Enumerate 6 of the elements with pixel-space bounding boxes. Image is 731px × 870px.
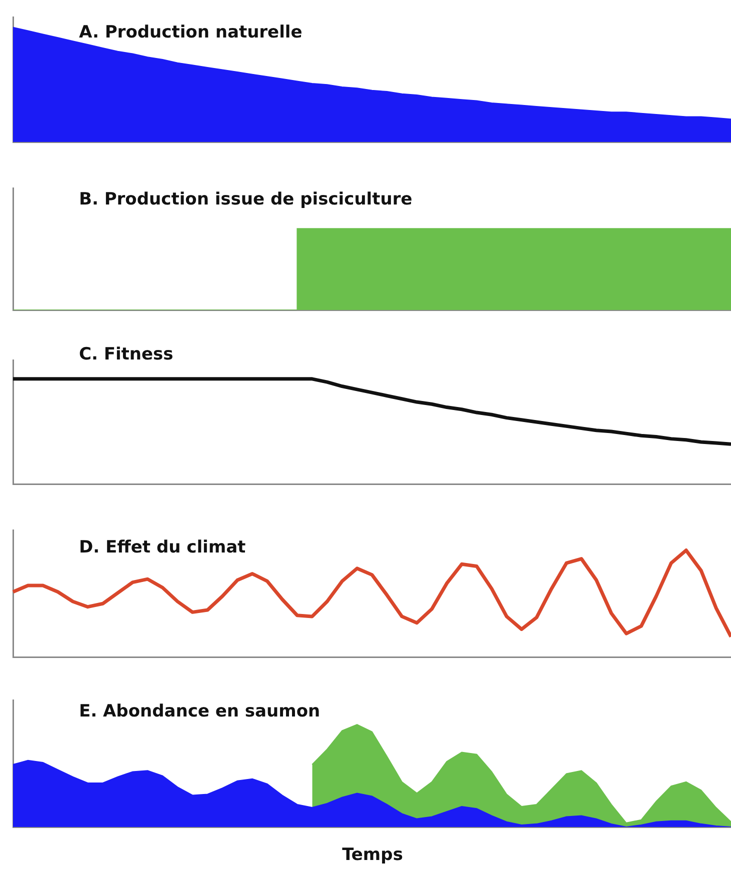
- chart-title: C. Fitness: [79, 344, 174, 364]
- x-axis-title: Temps: [341, 845, 404, 865]
- chart-title: D. Effet du climat: [79, 537, 246, 558]
- chart-title: E. Abondance en saumon: [79, 701, 320, 722]
- chart-title: A. Production naturelle: [79, 22, 302, 42]
- chart-title: B. Production issue de pisciculture: [79, 189, 412, 210]
